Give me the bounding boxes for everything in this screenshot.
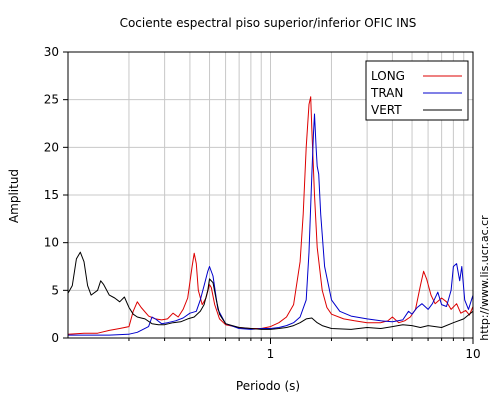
y-tick-label: 0 [51, 331, 59, 345]
y-tick-label: 15 [44, 188, 59, 202]
axis-ticks: 1 10 0 5 10 15 20 25 30 [44, 45, 481, 361]
y-tick-label: 10 [44, 236, 59, 250]
legend-label-long: LONG [371, 69, 405, 83]
series-layer [67, 96, 474, 336]
legend-label-vert: VERT [371, 103, 402, 117]
series-line-tran [68, 113, 474, 336]
series-line-long [67, 96, 474, 335]
y-tick-label: 30 [44, 45, 59, 59]
chart-title: Cociente espectral piso superior/inferio… [120, 16, 417, 30]
x-tick-label: 10 [465, 347, 480, 361]
x-tick-label: 1 [267, 347, 275, 361]
y-tick-label: 5 [51, 283, 59, 297]
source-url-watermark: http://www.lis.ucr.ac.cr [478, 215, 491, 341]
y-tick-label: 25 [44, 93, 59, 107]
y-tick-label: 20 [44, 140, 59, 154]
series-line-vert [67, 251, 474, 330]
legend: LONG TRAN VERT [365, 60, 469, 121]
y-axis-label: Amplitud [7, 169, 21, 223]
x-axis-label: Periodo (s) [236, 379, 300, 393]
legend-label-tran: TRAN [370, 86, 403, 100]
